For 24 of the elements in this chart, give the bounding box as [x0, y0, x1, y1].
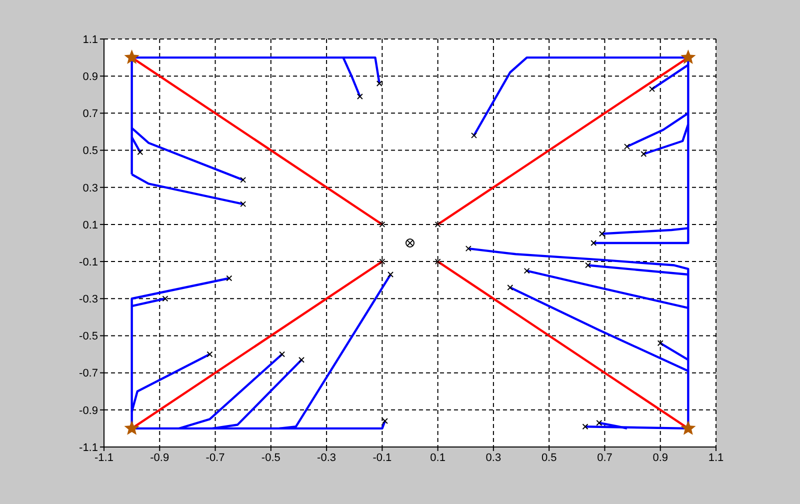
x-tick-label: -0.3: [317, 452, 336, 464]
x-tick-label: 0.3: [486, 452, 502, 464]
x-tick-label: 0.1: [430, 452, 446, 464]
y-tick-label: -0.5: [79, 330, 98, 343]
x-tick-label: 0.7: [597, 452, 612, 464]
x-tick-label: 0.5: [541, 452, 557, 464]
x-tick-label: -0.9: [150, 452, 170, 464]
y-tick-label: -1.1: [79, 442, 98, 454]
x-tick-label: -0.1: [372, 452, 392, 464]
x-tick-label: 0.9: [652, 452, 668, 464]
y-tick-label: 0.7: [82, 108, 98, 120]
y-tick-label: -0.7: [79, 368, 98, 380]
y-tick-label: 0.9: [82, 70, 98, 83]
x-tick-label: -1.1: [94, 452, 114, 464]
y-tick-label: 0.3: [82, 182, 98, 194]
y-tick-label: -0.9: [79, 404, 98, 417]
y-tick-label: -0.3: [79, 294, 98, 306]
x-tick-label: -0.7: [206, 452, 225, 464]
y-tick-label: 0.5: [82, 145, 98, 158]
x-tick-label: 1.1: [708, 452, 724, 464]
y-tick-label: 1.1: [82, 34, 98, 46]
x-tick-label: -0.5: [261, 452, 280, 464]
y-tick-label: 0.1: [82, 219, 98, 232]
y-tick-label: -0.1: [79, 256, 98, 268]
